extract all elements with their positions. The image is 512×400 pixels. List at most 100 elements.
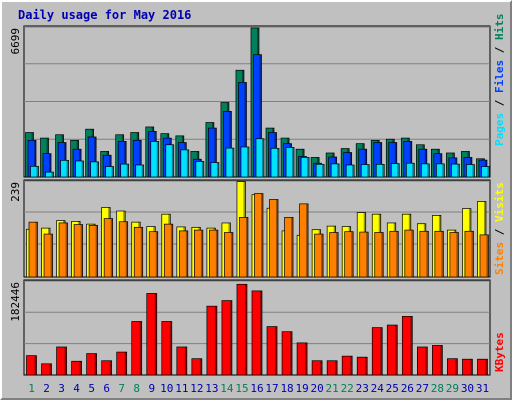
x-tick-day-30: 30 (461, 382, 474, 395)
x-tick-day-19: 19 (295, 382, 308, 395)
bar-sites-day-16-shade (260, 193, 263, 277)
bar-files-day-26 (403, 141, 412, 177)
bar-kbytes-day-3-outline (56, 346, 67, 376)
legend-kbytes: KBytes (493, 332, 506, 372)
bar-kbytes-day-9-shade (154, 293, 157, 375)
bar-files-day-23-shade (364, 149, 367, 177)
bar-kbytes-day-17-shade (275, 326, 278, 375)
bar-kbytes-day-24-shade (380, 327, 383, 375)
x-tick-day-9: 9 (148, 382, 155, 395)
bar-sites-day-29-outline (449, 232, 459, 278)
bar-kbytes-day-15-outline (236, 283, 248, 376)
bar-pages-day-11-shade (186, 149, 189, 177)
bar-pages-day-12 (195, 161, 204, 177)
x-tick-day-28: 28 (431, 382, 444, 395)
bar-kbytes-day-23 (357, 357, 368, 375)
bar-pages-day-8-outline (135, 164, 145, 178)
bar-kbytes-day-7-outline (116, 351, 128, 376)
bar-pages-day-23 (361, 164, 370, 177)
bar-pages-day-29 (451, 164, 460, 177)
bar-pages-day-6-shade (111, 166, 114, 177)
bar-pages-day-29-shade (457, 164, 460, 177)
bar-files-day-2-shade (49, 153, 52, 177)
x-tick-day-4: 4 (73, 382, 80, 395)
bar-sites-day-10 (164, 224, 173, 277)
bar-sites-day-9-outline (148, 231, 159, 278)
bar-pages-day-23-shade (367, 164, 370, 177)
bar-pages-day-1-shade (36, 166, 39, 177)
bar-pages-day-10-outline (165, 144, 175, 178)
bar-pages-day-20-outline (315, 163, 325, 178)
x-tick-day-7: 7 (118, 382, 125, 395)
legend-pages-files-hits: Pages / Files / Hits (493, 14, 506, 147)
bar-pages-day-14 (225, 148, 234, 177)
bar-kbytes-day-4-outline (71, 360, 82, 376)
bar-kbytes-day-3-shade (64, 346, 67, 375)
bar-sites-day-21 (329, 232, 339, 277)
bar-sites-day-25 (389, 231, 399, 277)
bar-files-day-6 (103, 155, 112, 177)
bar-kbytes-day-13 (206, 306, 217, 375)
bar-kbytes-day-28-shade (440, 345, 443, 375)
bar-sites-day-21-outline (329, 232, 339, 278)
bar-files-day-16-shade (259, 54, 262, 178)
bar-pages-day-6 (105, 166, 114, 177)
bar-pages-day-6-outline (105, 166, 115, 178)
bar-files-day-3-shade (64, 142, 67, 177)
bar-sites-day-6-outline (103, 218, 114, 278)
bar-kbytes-day-16-outline (251, 290, 263, 376)
bar-pages-day-27 (421, 163, 430, 177)
bar-pages-day-30-shade (472, 164, 475, 177)
bar-kbytes-day-5-shade (94, 353, 97, 375)
bar-kbytes-day-20 (312, 360, 323, 375)
x-tick-day-17: 17 (265, 382, 278, 395)
bar-kbytes-day-21 (327, 360, 338, 375)
bar-sites-day-4-shade (80, 224, 83, 277)
bar-kbytes-day-12-shade (199, 358, 202, 375)
bar-pages-day-22-shade (352, 164, 355, 177)
bar-sites-day-6-shade (110, 218, 113, 277)
bar-sites-day-19-outline (299, 203, 309, 278)
bar-files-day-1-shade (34, 140, 36, 177)
bar-kbytes-day-17 (267, 326, 278, 375)
bar-kbytes-day-27-shade (425, 346, 428, 375)
bar-pages-day-22-outline (345, 164, 355, 178)
bar-pages-day-1 (30, 166, 39, 177)
bar-pages-day-25 (391, 163, 400, 177)
bar-kbytes-day-6-outline (101, 360, 113, 376)
bar-pages-day-5-shade (96, 161, 99, 177)
bar-pages-day-13-shade (216, 162, 219, 177)
bar-pages-day-28-shade (442, 163, 445, 177)
bar-kbytes-day-24 (372, 327, 383, 375)
bar-kbytes-day-15-shade (244, 284, 247, 375)
bar-sites-day-18 (284, 217, 294, 277)
bar-kbytes-day-10 (161, 321, 172, 375)
bar-kbytes-day-26 (402, 316, 413, 375)
bar-pages-day-10 (165, 144, 174, 177)
bar-kbytes-day-16 (251, 290, 262, 375)
bar-sites-day-24 (374, 232, 384, 277)
bar-files-day-24-shade (379, 142, 382, 177)
bar-pages-day-9 (150, 141, 159, 177)
bar-kbytes-day-6-shade (109, 360, 112, 375)
bar-sites-day-21-shade (336, 232, 339, 277)
bar-pages-day-15 (240, 146, 249, 177)
x-tick-day-5: 5 (88, 382, 95, 395)
bar-sites-day-25-outline (389, 230, 399, 278)
bar-files-day-3 (58, 142, 67, 177)
bar-pages-day-25-shade (397, 163, 400, 177)
x-tick-day-25: 25 (386, 382, 399, 395)
bar-pages-day-29-outline (451, 163, 460, 178)
bar-kbytes-day-4-shade (79, 361, 82, 375)
bar-pages-day-5 (90, 161, 99, 177)
bar-sites-day-8-outline (133, 226, 144, 278)
bar-kbytes-day-16-shade (259, 290, 262, 375)
bar-kbytes-day-10-shade (169, 321, 172, 375)
bar-kbytes-day-23-shade (365, 357, 368, 375)
bar-pages-day-2-shade (51, 172, 54, 177)
bar-files-day-14-shade (229, 111, 232, 177)
bar-kbytes-day-2-outline (41, 363, 52, 376)
bar-files-day-8 (133, 140, 142, 177)
bar-kbytes-day-1 (26, 355, 37, 375)
bar-sites-day-5-shade (95, 225, 98, 277)
